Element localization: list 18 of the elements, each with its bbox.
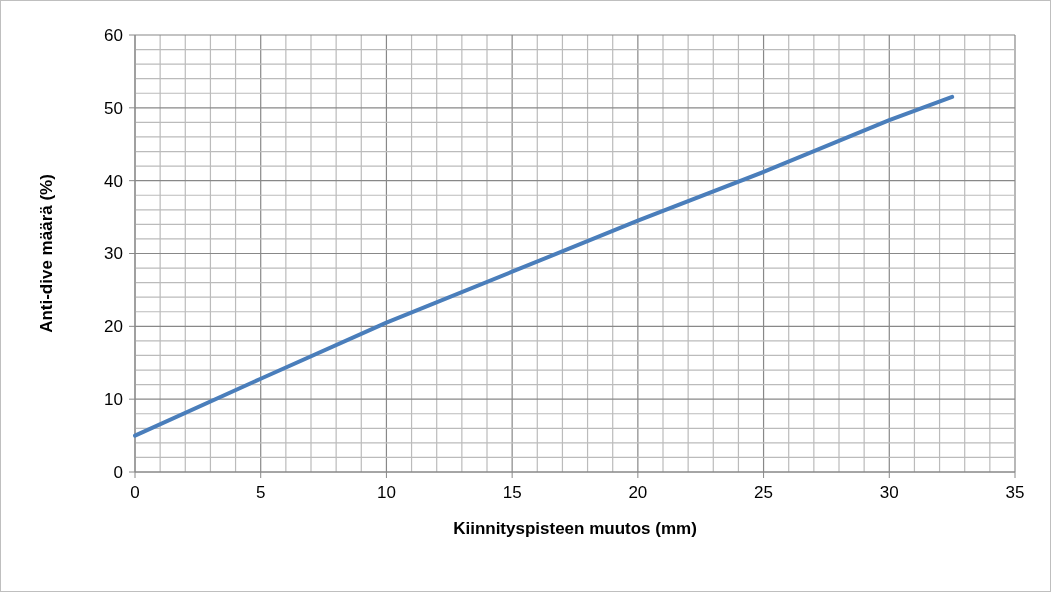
y-tick-label: 40	[104, 171, 123, 191]
x-tick-label: 15	[502, 483, 522, 502]
x-tick-label: 35	[1005, 483, 1025, 502]
y-tick-label: 30	[104, 244, 123, 264]
y-tick-label: 10	[104, 390, 123, 410]
y-tick-label: 60	[104, 25, 123, 45]
y-axis-title: Anti-dive määrä (%)	[37, 174, 56, 333]
line-series	[133, 94, 955, 438]
x-tick-label: 20	[628, 483, 648, 502]
y-tick-label: 20	[104, 317, 123, 337]
x-tick-label: 0	[130, 483, 140, 502]
x-tick-label: 10	[376, 483, 396, 502]
x-tick-label: 5	[255, 483, 266, 502]
x-axis-title: Kiinnityspisteen muutos (mm)	[453, 519, 697, 538]
y-tick-label: 0	[113, 462, 123, 482]
x-tick-label: 25	[754, 483, 774, 502]
x-tick-label: 30	[879, 483, 899, 502]
y-tick-label: 50	[104, 98, 123, 118]
